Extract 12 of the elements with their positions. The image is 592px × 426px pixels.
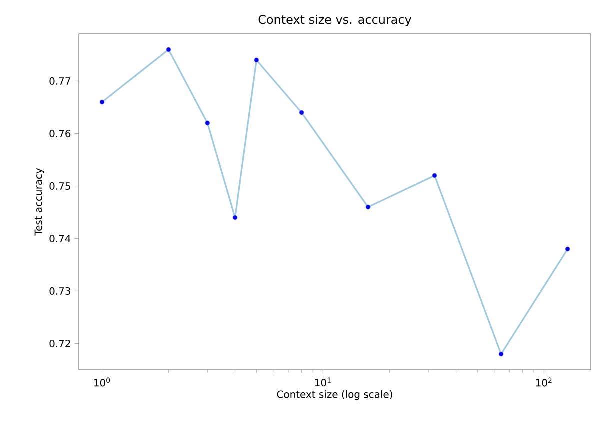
y-tick-label: 0.73 (50, 287, 70, 296)
x-tick-label: 10$^{0}$ (94, 378, 110, 387)
chart-title: Context size vs. accuracy (258, 14, 412, 26)
y-tick-label: 0.76 (50, 130, 71, 138)
y-tick-label: 0.72 (50, 340, 70, 348)
y-tick-label: 0.77 (50, 77, 70, 86)
x-axis-title: Context size (log scale) (277, 390, 392, 400)
x-tick-label: 10$^{1}$ (315, 378, 331, 387)
y-axis-title: Test accuracy (34, 168, 44, 236)
x-tick-label: 10$^{2}$ (536, 378, 552, 387)
y-tick-label: 0.75 (50, 182, 70, 190)
y-tick-label: 0.74 (50, 234, 71, 243)
